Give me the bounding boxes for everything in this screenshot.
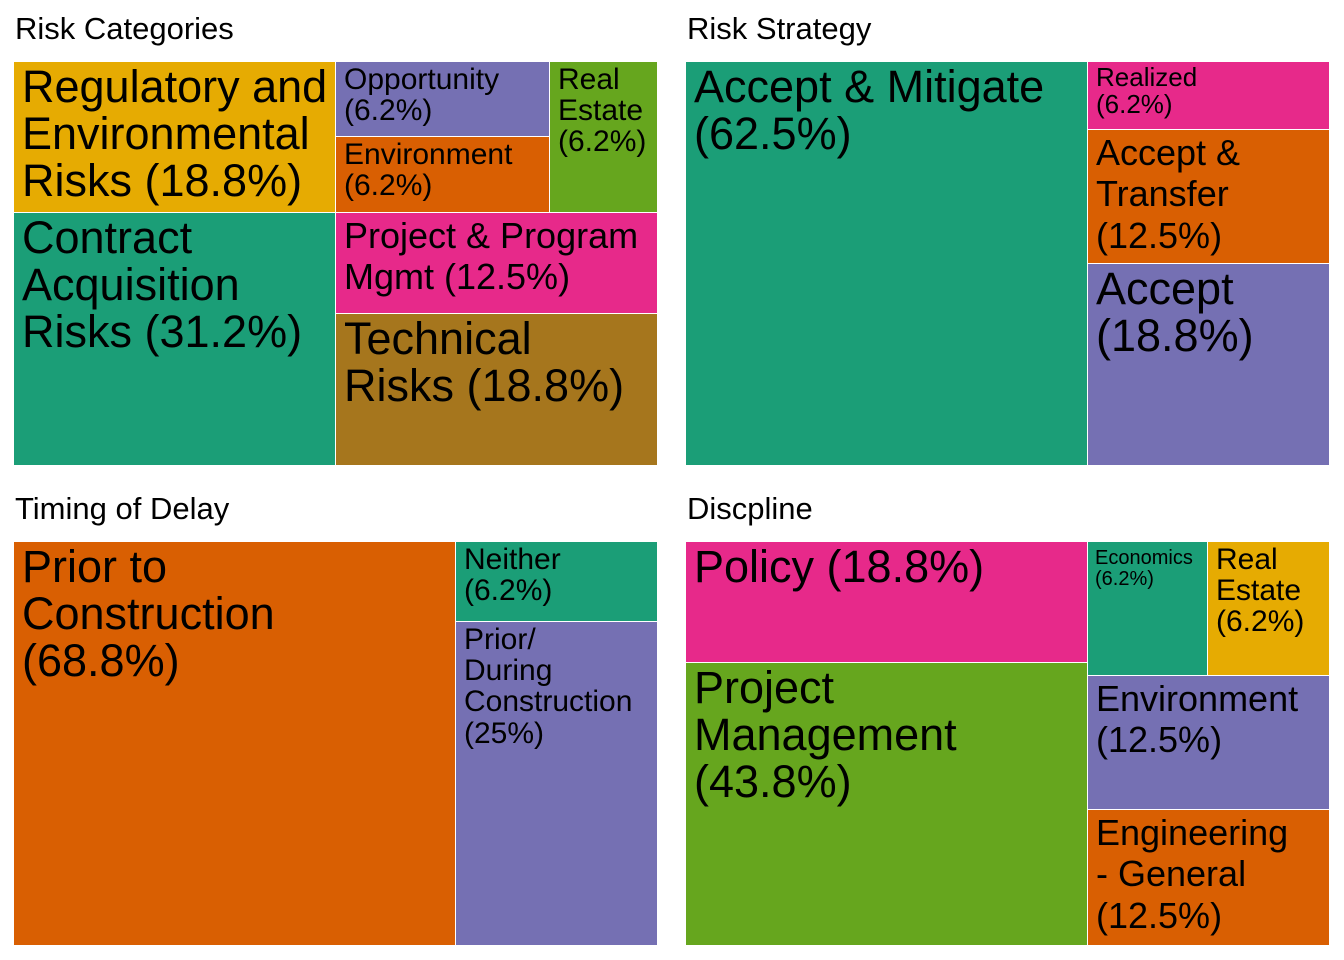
- tile-accept-transfer: Accept & Transfer (12.5%): [1088, 130, 1330, 264]
- tile-regulatory-environmental-risks: Regulatory and Environmental Risks (18.8…: [14, 62, 336, 213]
- tile-engineering-general: Engineering - General (12.5%): [1088, 810, 1330, 946]
- tile-label: Opportunity (6.2%): [344, 63, 500, 128]
- tile-label: Economics (6.2%): [1095, 547, 1193, 590]
- tile-label: Engineering - General (12.5%): [1096, 812, 1289, 936]
- tile-label: Policy (18.8%): [694, 542, 985, 592]
- risk-strategy-treemap: Accept & Mitigate (62.5%) Realized (6.2%…: [686, 62, 1330, 466]
- tile-opportunity: Opportunity (6.2%): [336, 62, 550, 137]
- timing-of-delay-title: Timing of Delay: [15, 491, 230, 526]
- tile-label: Contract Acquisition Risks (31.2%): [22, 213, 303, 357]
- tile-label: Real Estate (6.2%): [558, 63, 647, 159]
- tile-label: Regulatory and Environmental Risks (18.8…: [22, 62, 328, 206]
- timing-of-delay-treemap: Prior to Construction (68.8%) Neither (6…: [14, 542, 658, 946]
- tile-accept: Accept (18.8%): [1088, 264, 1330, 466]
- tile-label: Realized (6.2%): [1096, 62, 1198, 120]
- tile-accept-mitigate: Accept & Mitigate (62.5%): [686, 62, 1088, 466]
- tile-label: Environment (12.5%): [1096, 678, 1299, 761]
- tile-project-program-mgmt: Project & Program Mgmt (12.5%): [336, 213, 658, 314]
- tile-neither: Neither (6.2%): [456, 542, 658, 622]
- tile-label: Prior/ During Construction (25%): [464, 623, 633, 750]
- tile-project-management: Project Management (43.8%): [686, 663, 1088, 946]
- tile-label: Neither (6.2%): [464, 543, 561, 608]
- tile-label: Technical Risks (18.8%): [344, 314, 625, 411]
- tile-environment: Environment (12.5%): [1088, 676, 1330, 810]
- tile-realized: Realized (6.2%): [1088, 62, 1330, 130]
- risk-strategy-title: Risk Strategy: [687, 11, 872, 46]
- discipline-title: Discpline: [687, 491, 813, 526]
- tile-prior-during-construction: Prior/ During Construction (25%): [456, 622, 658, 946]
- tile-real-estate: Real Estate (6.2%): [1208, 542, 1330, 676]
- discipline-treemap: Policy (18.8%) Project Management (43.8%…: [686, 542, 1330, 946]
- tile-environment: Environment (6.2%): [336, 137, 550, 213]
- tile-contract-acquisition-risks: Contract Acquisition Risks (31.2%): [14, 213, 336, 466]
- tile-label: Environment (6.2%): [344, 138, 513, 203]
- tile-label: Accept & Mitigate (62.5%): [694, 62, 1045, 159]
- tile-label: Accept (18.8%): [1096, 264, 1254, 361]
- risk-categories-title: Risk Categories: [15, 11, 234, 46]
- tile-real-estate: Real Estate (6.2%): [550, 62, 658, 213]
- tile-label: Prior to Construction (68.8%): [22, 542, 275, 686]
- tile-economics: Economics (6.2%): [1088, 542, 1208, 676]
- tile-technical-risks: Technical Risks (18.8%): [336, 314, 658, 466]
- tile-prior-to-construction: Prior to Construction (68.8%): [14, 542, 456, 946]
- tile-policy: Policy (18.8%): [686, 542, 1088, 663]
- tile-label: Real Estate (6.2%): [1216, 543, 1305, 639]
- tile-label: Project & Program Mgmt (12.5%): [344, 215, 639, 298]
- tile-label: Project Management (43.8%): [694, 663, 957, 807]
- tile-label: Accept & Transfer (12.5%): [1096, 132, 1241, 256]
- risk-categories-treemap: Regulatory and Environmental Risks (18.8…: [14, 62, 658, 466]
